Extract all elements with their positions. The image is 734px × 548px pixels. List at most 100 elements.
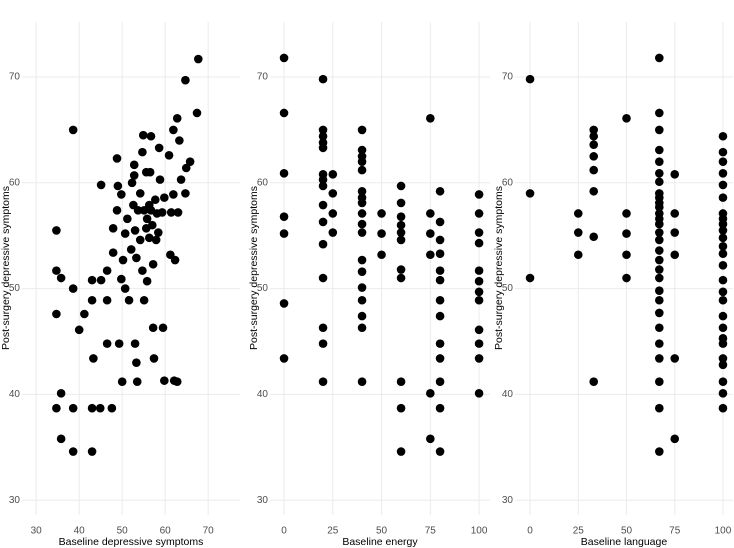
point (357, 125, 367, 135)
point (655, 235, 664, 245)
point (622, 209, 631, 218)
point (176, 175, 186, 184)
point (357, 377, 367, 386)
point (670, 209, 680, 218)
point (718, 249, 728, 258)
point (96, 275, 106, 285)
y-tick-label: 40 (502, 389, 514, 400)
point (117, 274, 126, 284)
point (718, 377, 728, 386)
point (589, 152, 599, 161)
point (474, 276, 484, 286)
point (74, 325, 84, 335)
point (117, 190, 126, 199)
point (589, 131, 599, 141)
point (112, 154, 122, 163)
point (573, 228, 583, 237)
point (655, 265, 664, 274)
y-tick-label: 60 (257, 177, 269, 188)
point (435, 249, 445, 258)
point (396, 403, 406, 413)
point (718, 219, 728, 229)
point (164, 151, 174, 160)
point (396, 212, 406, 221)
point (279, 299, 289, 308)
point (474, 389, 484, 398)
point (655, 145, 664, 155)
point (718, 261, 728, 270)
point (396, 377, 406, 386)
point (426, 250, 435, 260)
point (655, 308, 664, 318)
point (718, 311, 728, 321)
x-tick-label: 70 (203, 526, 215, 537)
point (589, 186, 599, 196)
point (718, 295, 728, 305)
point (158, 323, 168, 333)
point (655, 53, 664, 63)
point (357, 267, 367, 276)
point (718, 131, 728, 141)
point (525, 74, 535, 84)
point (589, 125, 599, 135)
y-tick-label: 30 (257, 495, 269, 506)
point (589, 232, 599, 242)
point (396, 198, 406, 208)
point (328, 189, 338, 198)
point (474, 228, 484, 237)
point (279, 108, 289, 118)
point (670, 228, 680, 237)
point (718, 233, 728, 243)
point (132, 358, 141, 367)
point (474, 238, 484, 248)
y-tick-label: 30 (9, 495, 21, 506)
point (139, 206, 149, 215)
point (622, 250, 631, 260)
point (318, 74, 328, 84)
point (138, 266, 147, 275)
point (655, 125, 664, 135)
point (150, 195, 160, 205)
point (169, 125, 178, 135)
point (138, 130, 148, 140)
point (655, 219, 664, 229)
y-tick-label: 70 (502, 72, 514, 83)
point (655, 177, 664, 187)
point (68, 125, 78, 135)
point (318, 200, 328, 210)
point (718, 287, 728, 297)
point (655, 228, 664, 237)
point (318, 323, 328, 333)
y-tick-label: 50 (502, 283, 514, 294)
point (56, 273, 66, 283)
point (160, 376, 169, 385)
x-axis-title: Baseline depressive symptoms (59, 536, 204, 548)
point (718, 157, 728, 166)
x-tick-label: 25 (327, 526, 339, 537)
point (357, 186, 367, 196)
point (146, 131, 156, 141)
point (318, 239, 328, 249)
point (144, 233, 154, 243)
point (108, 223, 118, 233)
point (474, 190, 484, 199)
point (160, 193, 169, 202)
point (622, 273, 631, 283)
point (396, 265, 406, 274)
point (655, 157, 664, 166)
point (655, 377, 664, 386)
point (396, 220, 406, 230)
point (166, 208, 176, 217)
point (426, 113, 435, 123)
x-tick-label: 75 (425, 526, 437, 537)
point (279, 168, 289, 178)
point (193, 54, 203, 64)
point (718, 147, 728, 157)
x-tick-label: 100 (715, 526, 732, 537)
point (670, 434, 680, 444)
point (135, 235, 145, 245)
point (357, 323, 367, 333)
point (377, 250, 386, 260)
point (670, 250, 680, 260)
point (123, 214, 132, 224)
